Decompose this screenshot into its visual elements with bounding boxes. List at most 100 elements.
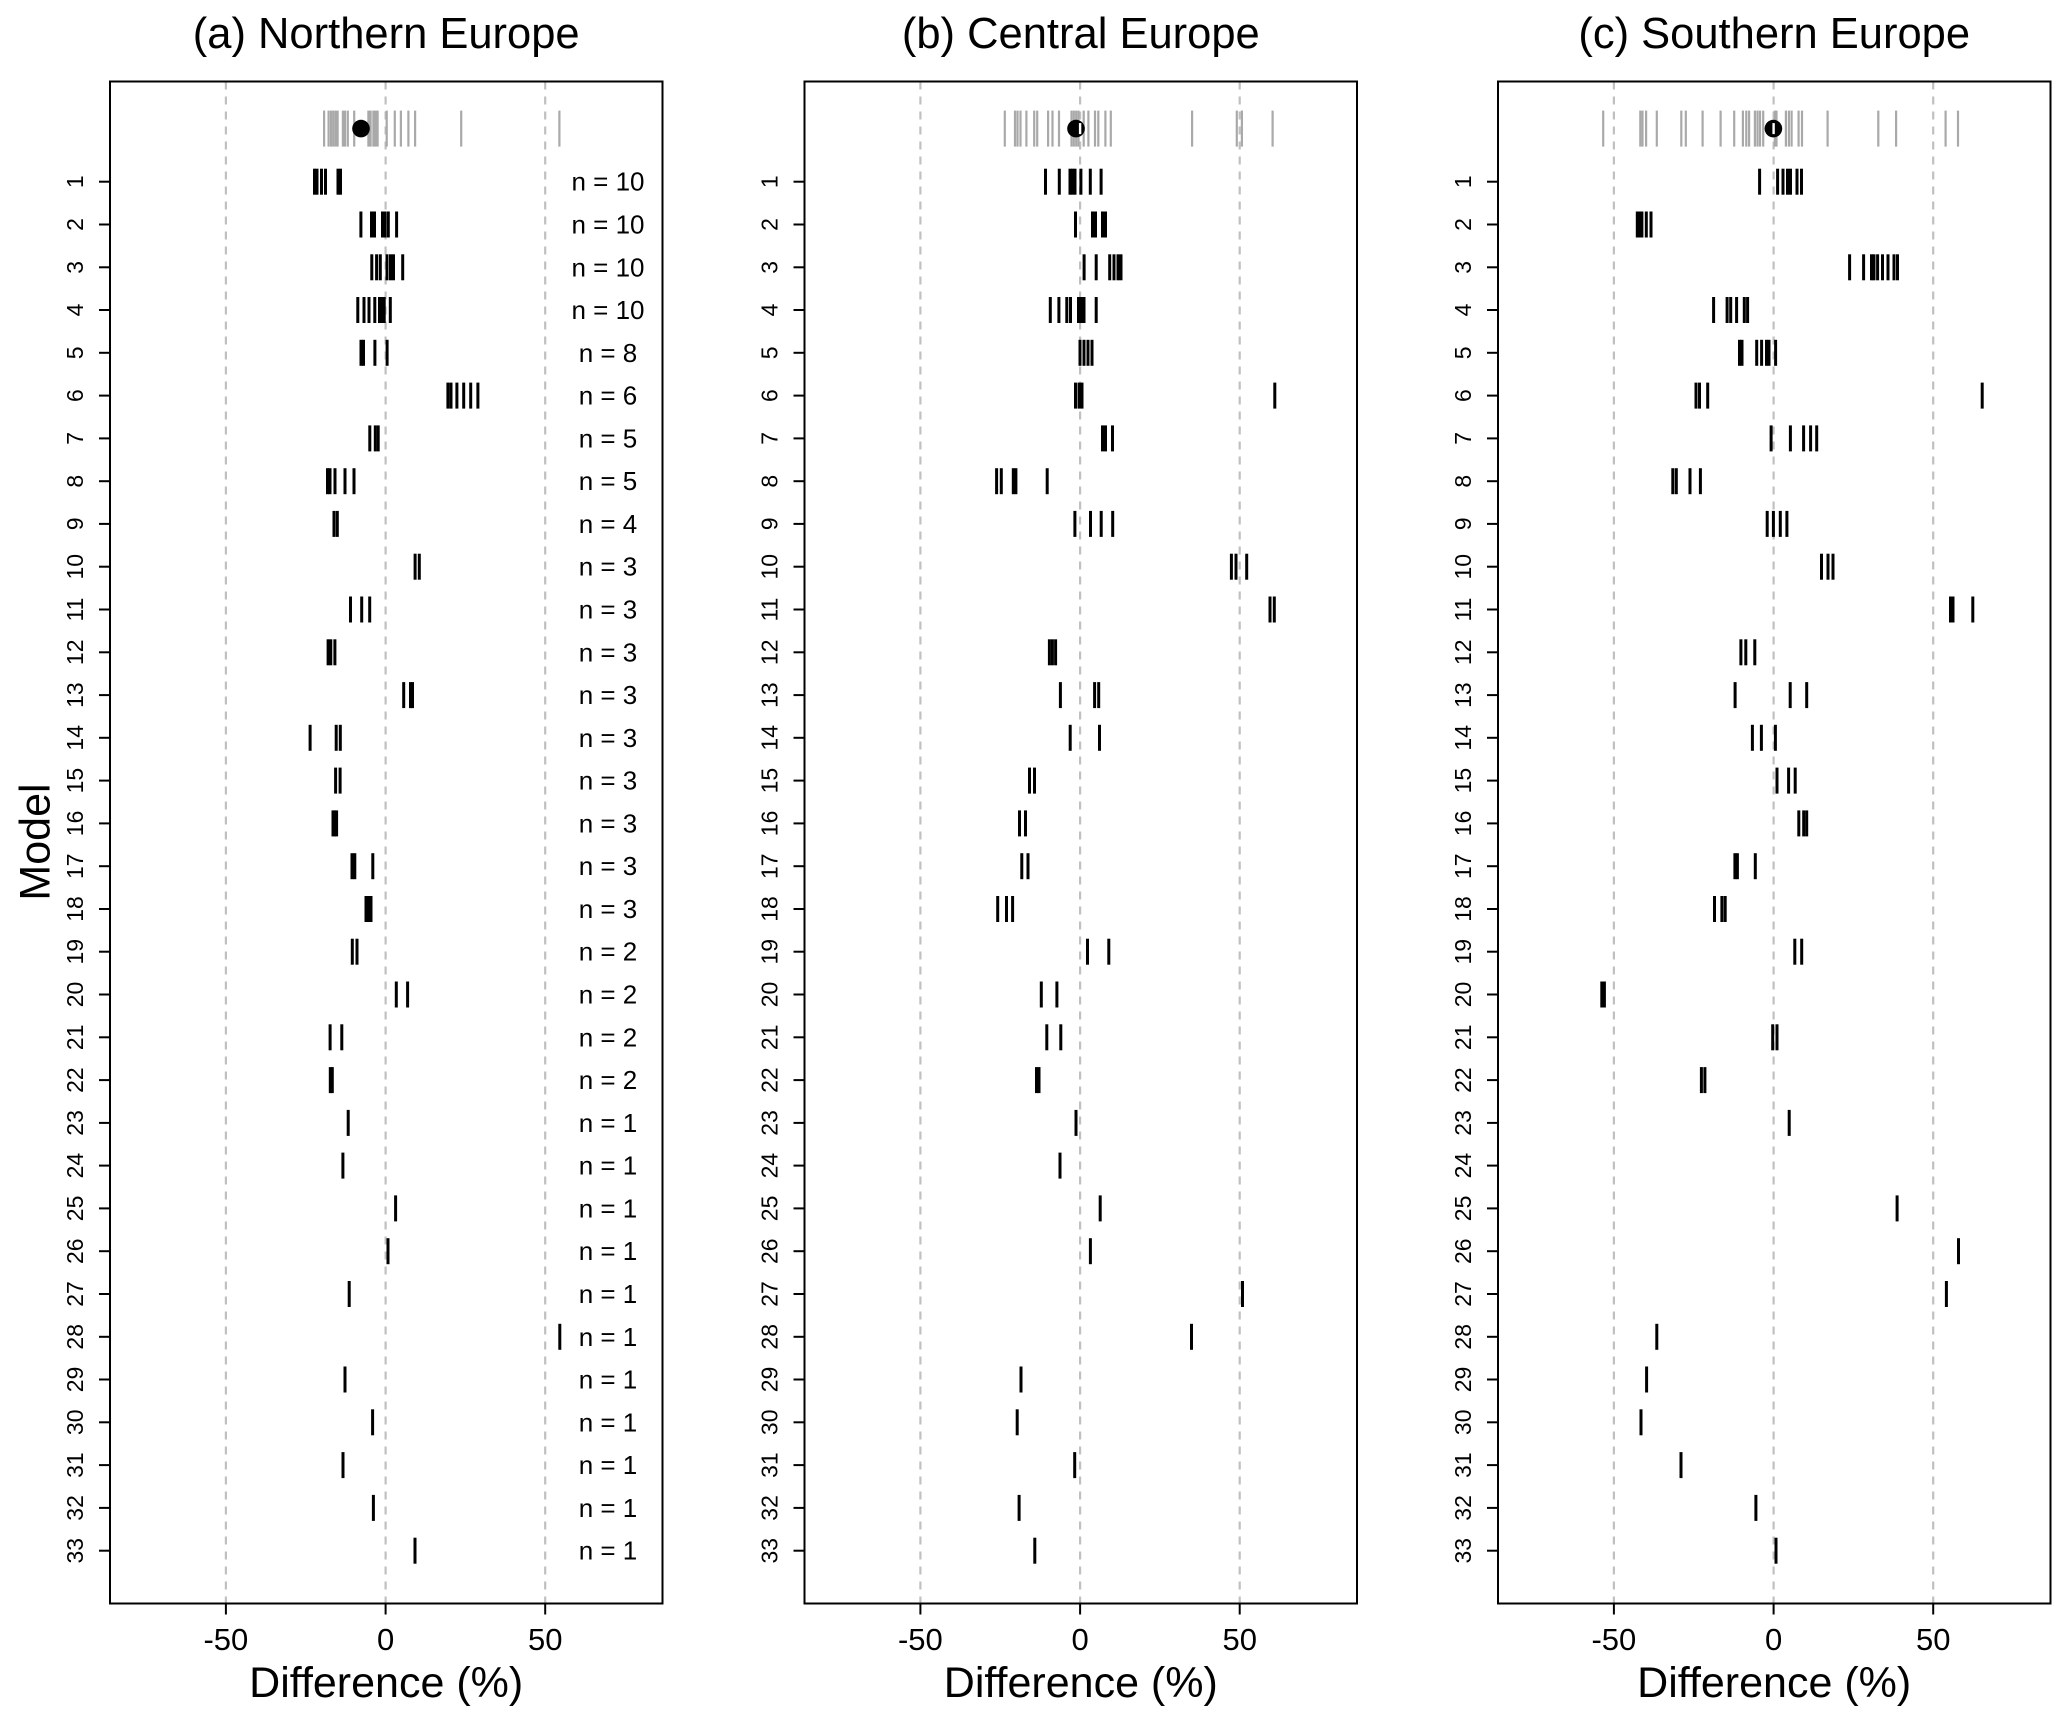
svg-text:24: 24 [757, 1153, 783, 1179]
svg-text:33: 33 [1450, 1538, 1476, 1564]
svg-text:15: 15 [1450, 768, 1476, 794]
svg-text:17: 17 [62, 853, 88, 879]
svg-text:22: 22 [1450, 1067, 1476, 1093]
svg-text:-50: -50 [898, 1622, 943, 1657]
svg-text:6: 6 [1450, 389, 1476, 402]
svg-text:n = 3: n = 3 [579, 851, 638, 881]
svg-text:32: 32 [757, 1495, 783, 1521]
svg-text:n = 2: n = 2 [579, 1022, 638, 1052]
svg-text:29: 29 [757, 1367, 783, 1393]
svg-text:20: 20 [1450, 982, 1476, 1008]
svg-text:25: 25 [62, 1196, 88, 1222]
svg-text:27: 27 [62, 1281, 88, 1307]
svg-text:n = 3: n = 3 [579, 723, 638, 753]
svg-text:31: 31 [757, 1452, 783, 1478]
svg-text:n = 1: n = 1 [579, 1279, 638, 1309]
svg-text:(a) Northern Europe: (a) Northern Europe [193, 10, 580, 58]
svg-text:8: 8 [757, 475, 783, 488]
svg-text:n = 1: n = 1 [579, 1236, 638, 1266]
svg-text:28: 28 [1450, 1324, 1476, 1350]
svg-text:11: 11 [757, 598, 783, 622]
svg-text:26: 26 [757, 1238, 783, 1264]
svg-text:n = 1: n = 1 [579, 1108, 638, 1138]
svg-text:19: 19 [757, 939, 783, 965]
svg-text:n = 1: n = 1 [579, 1450, 638, 1480]
svg-text:n = 1: n = 1 [579, 1322, 638, 1352]
svg-text:25: 25 [1450, 1196, 1476, 1222]
svg-text:31: 31 [1450, 1452, 1476, 1478]
svg-text:1: 1 [62, 175, 88, 188]
svg-text:18: 18 [757, 896, 783, 922]
svg-text:17: 17 [757, 853, 783, 879]
svg-text:23: 23 [757, 1110, 783, 1136]
svg-text:50: 50 [1222, 1622, 1256, 1657]
svg-text:19: 19 [1450, 939, 1476, 965]
svg-text:5: 5 [757, 346, 783, 359]
svg-text:11: 11 [1450, 598, 1476, 622]
svg-text:n = 8: n = 8 [579, 338, 638, 368]
svg-text:7: 7 [1450, 432, 1476, 445]
svg-text:26: 26 [62, 1238, 88, 1264]
svg-text:23: 23 [1450, 1110, 1476, 1136]
svg-text:n = 1: n = 1 [579, 1365, 638, 1395]
svg-text:n = 10: n = 10 [571, 252, 644, 282]
svg-text:12: 12 [1450, 640, 1476, 666]
svg-text:n = 10: n = 10 [571, 210, 644, 240]
svg-text:15: 15 [62, 768, 88, 794]
svg-text:n = 2: n = 2 [579, 980, 638, 1010]
svg-text:2: 2 [62, 218, 88, 231]
svg-text:8: 8 [1450, 475, 1476, 488]
svg-text:13: 13 [62, 682, 88, 708]
svg-text:13: 13 [757, 682, 783, 708]
svg-text:20: 20 [757, 982, 783, 1008]
svg-text:11: 11 [62, 598, 88, 622]
svg-text:7: 7 [757, 432, 783, 445]
svg-text:0: 0 [377, 1622, 394, 1657]
svg-text:19: 19 [62, 939, 88, 965]
svg-text:9: 9 [62, 518, 88, 531]
svg-text:10: 10 [1450, 554, 1476, 580]
svg-text:9: 9 [1450, 518, 1476, 531]
svg-text:17: 17 [1450, 853, 1476, 879]
svg-text:13: 13 [1450, 682, 1476, 708]
svg-text:12: 12 [62, 640, 88, 666]
svg-text:-50: -50 [203, 1622, 248, 1657]
svg-text:2: 2 [757, 218, 783, 231]
svg-text:50: 50 [528, 1622, 562, 1657]
svg-text:14: 14 [62, 725, 88, 751]
svg-text:9: 9 [757, 518, 783, 531]
svg-text:n = 3: n = 3 [579, 766, 638, 796]
svg-text:6: 6 [757, 389, 783, 402]
svg-text:-50: -50 [1591, 1622, 1636, 1657]
svg-text:n = 3: n = 3 [579, 552, 638, 582]
svg-text:10: 10 [757, 554, 783, 580]
svg-text:16: 16 [1450, 811, 1476, 837]
svg-text:n = 1: n = 1 [579, 1151, 638, 1181]
svg-text:Difference (%): Difference (%) [944, 1659, 1218, 1707]
svg-text:29: 29 [62, 1367, 88, 1393]
svg-text:3: 3 [62, 261, 88, 274]
svg-text:21: 21 [62, 1025, 88, 1051]
svg-text:6: 6 [62, 389, 88, 402]
svg-text:(c) Southern Europe: (c) Southern Europe [1578, 10, 1970, 58]
svg-text:n = 1: n = 1 [579, 1193, 638, 1223]
svg-text:1: 1 [757, 175, 783, 188]
svg-text:Difference (%): Difference (%) [1637, 1659, 1911, 1707]
svg-text:n = 1: n = 1 [579, 1536, 638, 1566]
svg-text:0: 0 [1765, 1622, 1782, 1657]
svg-text:5: 5 [1450, 346, 1476, 359]
svg-text:26: 26 [1450, 1238, 1476, 1264]
svg-text:14: 14 [757, 725, 783, 751]
svg-text:1: 1 [1450, 175, 1476, 188]
svg-text:n = 5: n = 5 [579, 466, 638, 496]
svg-text:31: 31 [62, 1452, 88, 1478]
svg-text:n = 3: n = 3 [579, 894, 638, 924]
svg-text:n = 1: n = 1 [579, 1407, 638, 1437]
svg-text:n = 10: n = 10 [571, 167, 644, 197]
svg-text:29: 29 [1450, 1367, 1476, 1393]
svg-text:28: 28 [757, 1324, 783, 1350]
svg-text:32: 32 [1450, 1495, 1476, 1521]
svg-text:3: 3 [757, 261, 783, 274]
svg-text:33: 33 [757, 1538, 783, 1564]
svg-text:n = 10: n = 10 [571, 295, 644, 325]
